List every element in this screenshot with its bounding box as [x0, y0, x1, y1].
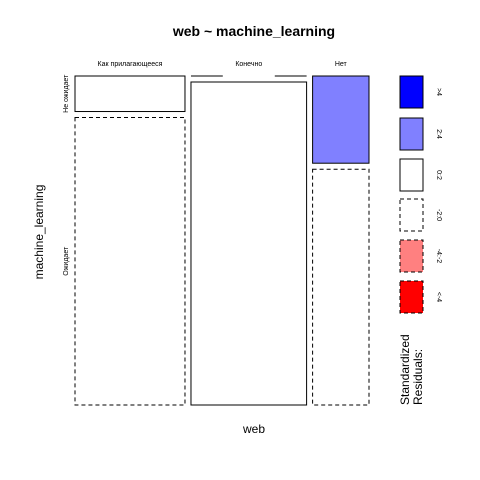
legend: >4 2:4 0:2 -2:0 -4:-2 <-4 Standardized Residual…: [398, 75, 442, 405]
chart-title: web ~ machine_learning: [172, 23, 335, 39]
legend-label: -4:-2: [435, 249, 442, 264]
x-tick-label: Нет: [335, 61, 348, 68]
legend-swatch: [399, 239, 424, 273]
legend-swatch: [399, 75, 424, 109]
legend-label: -2:0: [435, 209, 442, 221]
mosaic-tile: [74, 75, 186, 113]
mosaic-tile: [312, 168, 370, 406]
legend-swatch: [399, 158, 424, 192]
legend-label: 2:4: [435, 129, 442, 139]
x-tick-labels: Как прилагающееся Конечно Нет: [98, 61, 348, 68]
mosaic-tile: [312, 75, 370, 164]
x-axis-label: web: [242, 422, 265, 436]
legend-swatch: [399, 280, 424, 314]
legend-title-line: Residuals:: [411, 349, 425, 405]
legend-swatch: [399, 198, 424, 232]
legend-label: >4: [435, 88, 442, 96]
legend-label: 0:2: [435, 170, 442, 180]
y-tick-labels: Не ожидает Ожидает: [63, 74, 70, 276]
legend-title-line: Standardized: [398, 334, 412, 405]
y-tick-label: Не ожидает: [63, 74, 70, 113]
legend-swatch: [399, 117, 424, 151]
y-axis-label: machine_learning: [32, 185, 46, 280]
x-tick-label: Конечно: [235, 61, 262, 68]
mosaic-tiles: [74, 75, 370, 406]
mosaic-tile: [74, 117, 186, 406]
x-tick-label: Как прилагающееся: [98, 61, 163, 68]
legend-label: <-4: [435, 292, 442, 302]
mosaic-tile: [190, 81, 308, 406]
y-tick-label: Ожидает: [63, 246, 70, 276]
